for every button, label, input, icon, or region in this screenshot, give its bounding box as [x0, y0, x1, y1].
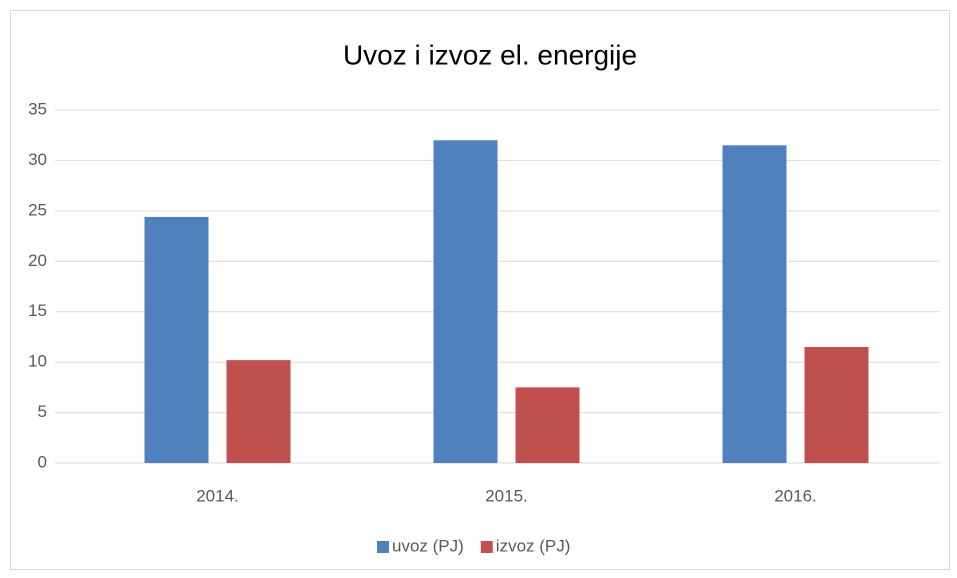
bar: [433, 140, 498, 463]
y-tick-label: 30: [28, 150, 47, 169]
y-tick-label: 10: [28, 352, 47, 371]
legend-swatch: [480, 541, 493, 553]
legend-label: uvoz (PJ): [392, 536, 464, 555]
x-tick-label: 2014.: [196, 486, 239, 505]
y-tick-label: 0: [38, 452, 47, 471]
bar: [226, 360, 291, 463]
y-tick-label: 20: [28, 251, 47, 270]
x-tick-label: 2015.: [485, 486, 528, 505]
x-tick-label: 2016.: [774, 486, 817, 505]
y-tick-label: 5: [38, 402, 47, 421]
legend-swatch: [377, 541, 389, 553]
chart-title: Uvoz i izvoz el. energije: [343, 39, 637, 70]
y-tick-label: 15: [28, 301, 47, 320]
bar: [515, 387, 580, 463]
bar: [144, 216, 209, 463]
bar: [722, 145, 787, 464]
y-tick-label: 35: [28, 99, 47, 118]
legend-label: izvoz (PJ): [496, 536, 571, 555]
y-tick-label: 25: [28, 200, 47, 219]
bar: [804, 347, 869, 463]
